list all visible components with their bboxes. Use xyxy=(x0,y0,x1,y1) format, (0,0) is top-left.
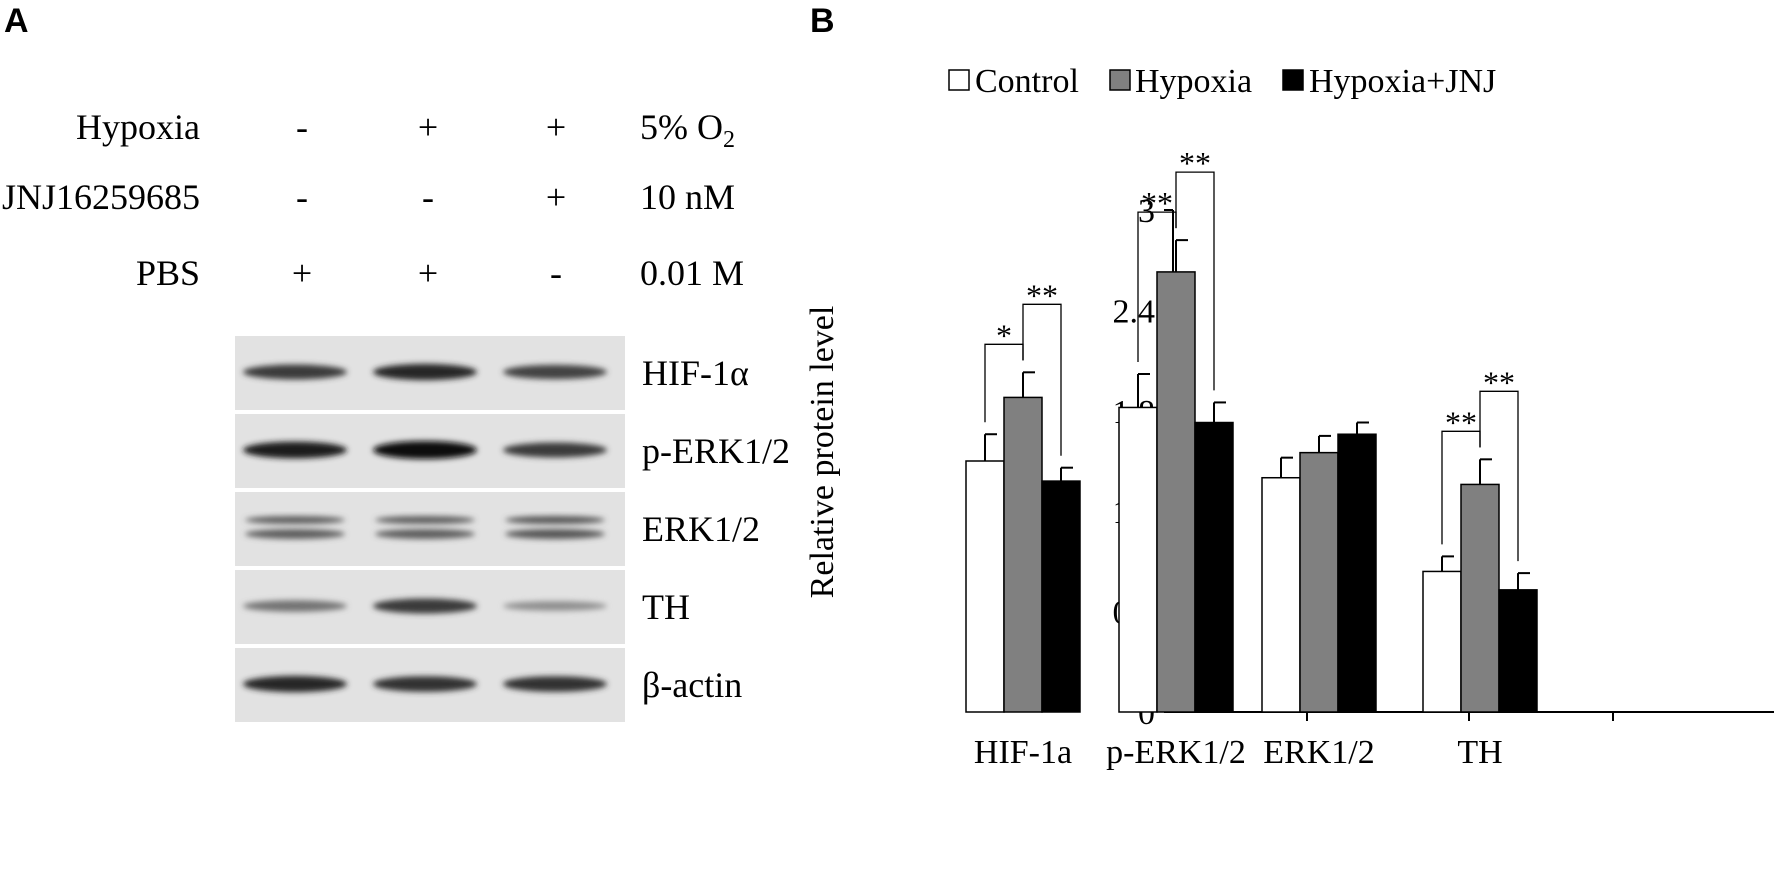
bar xyxy=(1498,589,1538,713)
condition-row-jnj: JNJ16259685 - - + 10 nM xyxy=(0,176,790,217)
condition-dose: 10 nM xyxy=(640,177,736,217)
legend-swatch xyxy=(948,69,970,91)
legend-swatch xyxy=(1109,69,1131,91)
panel-b-letter: B xyxy=(810,2,835,40)
blot-label: p-ERK1/2 xyxy=(642,431,790,471)
condition-symbol: - xyxy=(550,253,562,293)
condition-label: Hypoxia xyxy=(76,107,200,147)
condition-row-hypoxia: Hypoxia - + + 5% O2 xyxy=(0,106,790,153)
blot-strip-beta-actin xyxy=(235,648,625,722)
blot-band xyxy=(243,441,347,459)
significance-label: ** xyxy=(1179,145,1211,181)
x-tick-label: TH xyxy=(1457,734,1502,771)
legend-swatch xyxy=(1282,69,1304,91)
bar xyxy=(1261,476,1301,713)
bar xyxy=(1337,433,1377,713)
legend-label: Hypoxia xyxy=(1135,63,1252,100)
x-tick-label: ERK1/2 xyxy=(1263,734,1374,771)
panel-a: A Hypoxia - + + 5% O2 JNJ16259685 - - + … xyxy=(0,0,790,887)
x-tick-label: HIF-1a xyxy=(974,734,1072,771)
significance-label: * xyxy=(996,317,1012,353)
blot-background xyxy=(235,492,625,566)
blot-band xyxy=(503,364,607,380)
condition-symbol: + xyxy=(545,107,567,147)
bar xyxy=(1118,406,1158,713)
blot-strip-erk xyxy=(235,492,625,566)
condition-row-pbs: PBS + + - 0.01 M xyxy=(0,252,790,293)
condition-symbol: + xyxy=(417,253,439,293)
bar xyxy=(1041,480,1081,713)
legend-label: Hypoxia+JNJ xyxy=(1309,63,1496,100)
blot-band xyxy=(245,516,345,524)
blot-label: TH xyxy=(642,587,690,627)
bar xyxy=(1156,271,1196,713)
blot-label: β-actin xyxy=(642,665,743,705)
blot-band xyxy=(373,676,477,692)
blot-band xyxy=(503,442,607,458)
blot-band xyxy=(373,441,477,459)
blot-band xyxy=(373,363,477,381)
condition-symbol: + xyxy=(291,253,313,293)
bar xyxy=(1422,570,1462,713)
significance-bracket xyxy=(1479,390,1519,562)
blot-band xyxy=(503,601,607,611)
bar xyxy=(1003,396,1043,713)
significance-label: ** xyxy=(1026,277,1058,313)
condition-dose: 0.01 M xyxy=(640,253,745,293)
condition-symbol: - xyxy=(296,177,308,217)
bar xyxy=(1460,483,1500,713)
blot-band xyxy=(375,529,475,539)
condition-symbol: + xyxy=(545,177,567,217)
significance-label: ** xyxy=(1483,364,1515,400)
condition-symbol: - xyxy=(296,107,308,147)
y-axis-label: Relative protein level xyxy=(804,306,841,599)
blot-label: ERK1/2 xyxy=(642,509,761,549)
condition-symbol: + xyxy=(417,107,439,147)
condition-label: PBS xyxy=(135,253,200,293)
x-tick-label: p-ERK1/2 xyxy=(1106,734,1246,771)
blot-band xyxy=(243,364,347,380)
condition-label: JNJ16259685 xyxy=(1,177,200,217)
blot-label: HIF-1α xyxy=(642,353,749,393)
significance-bracket xyxy=(1175,171,1215,391)
significance-label: ** xyxy=(1141,185,1173,221)
condition-dose: 5% O2 xyxy=(640,107,735,154)
blot-band xyxy=(245,529,345,539)
blot-band xyxy=(503,676,607,692)
bar xyxy=(1194,421,1234,713)
blot-band xyxy=(505,529,605,539)
condition-symbol: - xyxy=(422,177,434,217)
significance-label: ** xyxy=(1445,404,1477,440)
blot-strip-perk xyxy=(235,414,625,488)
y-tick-label: 2.4 xyxy=(1113,293,1156,330)
bar xyxy=(1299,451,1339,713)
panel-a-letter: A xyxy=(4,2,29,40)
blot-strip-th xyxy=(235,570,625,644)
blot-band xyxy=(243,600,347,612)
blot-strip-hif1a xyxy=(235,336,625,410)
significance-bracket xyxy=(1022,303,1062,456)
blot-band xyxy=(375,516,475,524)
blot-band xyxy=(373,598,477,614)
blot-band xyxy=(243,675,347,693)
bar xyxy=(965,460,1005,713)
legend-label: Control xyxy=(975,63,1079,100)
blot-band xyxy=(505,516,605,524)
